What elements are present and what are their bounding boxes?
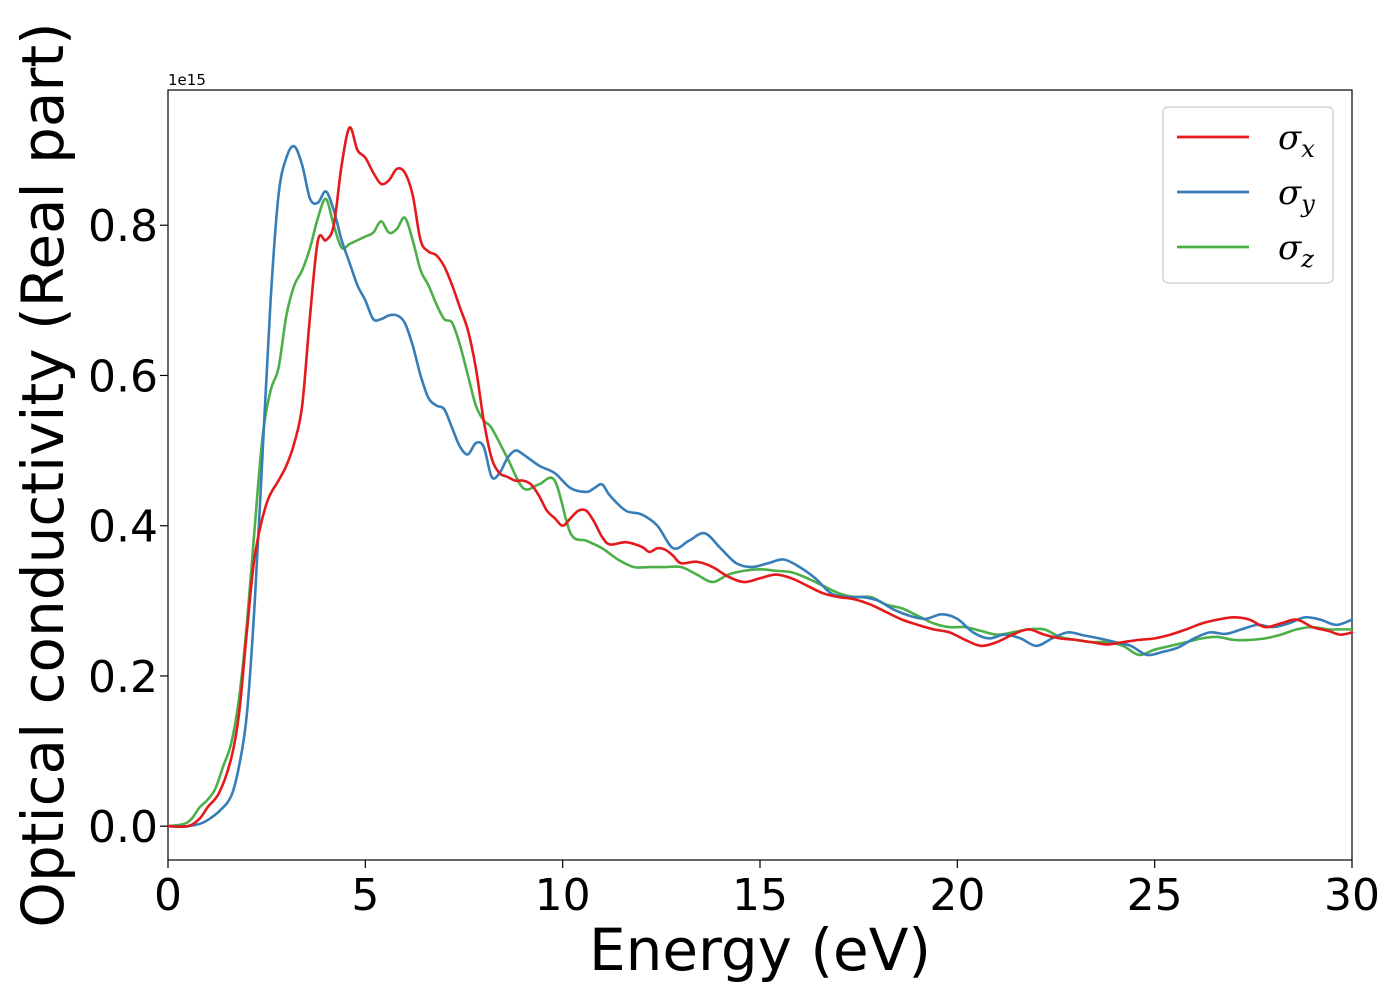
y-tick-label: 0.6 [88,351,158,402]
y-tick-label: 0.0 [88,802,158,853]
y-axis-label: Optical conductivity (Real part) [9,22,77,927]
x-tick-label: 15 [732,870,788,921]
y-tick-label: 0.8 [88,201,158,252]
x-tick-label: 0 [154,870,182,921]
series-line-y [166,144,1354,828]
x-tick-label: 25 [1127,870,1183,921]
series-line-z [166,197,1354,828]
x-axis-ticks: 0 5 10 15 20 25 30 [154,860,1380,921]
x-tick-label: 30 [1324,870,1380,921]
series-layer [166,126,1354,829]
x-tick-label: 10 [535,870,591,921]
series-line-x [166,126,1354,829]
x-tick-label: 20 [929,870,985,921]
legend-label-y: σy [1278,173,1315,218]
legend-label-z: σz [1278,228,1314,273]
legend: σx σy σz [1162,106,1334,284]
x-tick-label: 5 [351,870,379,921]
legend-box [1162,106,1334,284]
y-tick-label: 0.4 [88,502,158,553]
y-offset-label: 1e15 [168,71,206,89]
y-axis-ticks: 0.0 0.2 0.4 0.6 0.8 [88,201,168,853]
y-tick-label: 0.2 [88,652,158,703]
x-axis-label: Energy (eV) [589,916,931,984]
legend-label-x: σx [1278,118,1315,163]
